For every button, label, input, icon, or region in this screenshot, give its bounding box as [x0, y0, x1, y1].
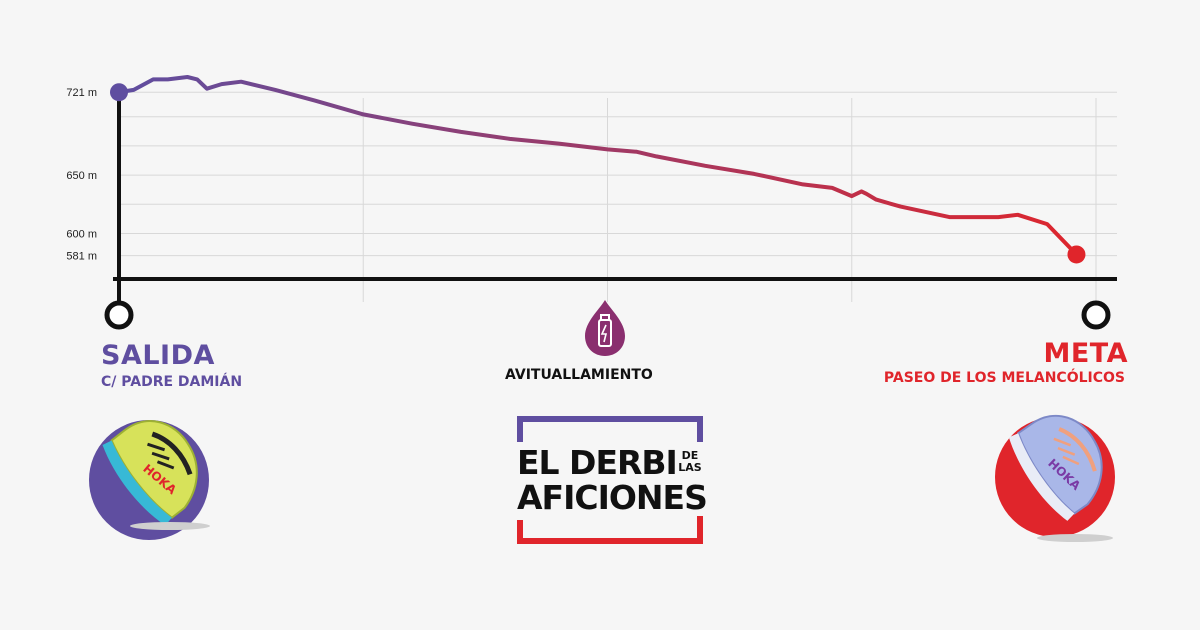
logo-line-1: EL DERBI — [517, 443, 678, 482]
start-point-marker — [110, 83, 128, 102]
logo-top-bar — [517, 416, 703, 422]
start-location: C/ PADRE DAMIÁN — [101, 374, 243, 390]
logo-bottom-left-bracket — [517, 520, 523, 542]
logo-bottom-right-bracket — [697, 516, 703, 544]
finish-title: META — [1043, 338, 1128, 369]
logo-right-bracket — [697, 416, 703, 442]
finish-location: PASEO DE LOS MELANCÓLICOS — [883, 370, 1125, 386]
chart-grid — [119, 91, 1117, 302]
start-shoe-image: HOKA — [89, 420, 210, 540]
y-tick-label: 600 m — [66, 228, 97, 240]
logo-left-bracket — [517, 416, 523, 442]
running-shoe-icon: HOKA — [1008, 414, 1103, 521]
start-ring-icon — [104, 300, 134, 330]
y-tick-label: 721 m — [66, 87, 97, 99]
logo-small-de: DE — [681, 449, 699, 462]
y-tick-label: 581 m — [66, 251, 97, 263]
elevation-profile-line — [117, 75, 1079, 257]
y-tick-label: 650 m — [66, 170, 97, 182]
finish-shoe-image: HOKA — [995, 414, 1115, 542]
logo-small-las: LAS — [678, 461, 702, 474]
aid-station-label: AVITUALLAMIENTO — [505, 367, 653, 383]
start-title: SALIDA — [101, 340, 215, 371]
finish-ring-icon — [1081, 300, 1111, 330]
y-axis-labels: 721 m 650 m 600 m 581 m — [66, 87, 97, 262]
running-shoe-icon: HOKA — [102, 420, 198, 526]
water-bottle-drop-icon — [585, 300, 625, 356]
logo-bottom-bar — [517, 538, 703, 544]
derbi-aficiones-logo: EL DERBI DE LAS AFICIONES — [517, 416, 708, 544]
logo-line-2: AFICIONES — [517, 478, 708, 517]
finish-point-marker — [1067, 245, 1086, 264]
